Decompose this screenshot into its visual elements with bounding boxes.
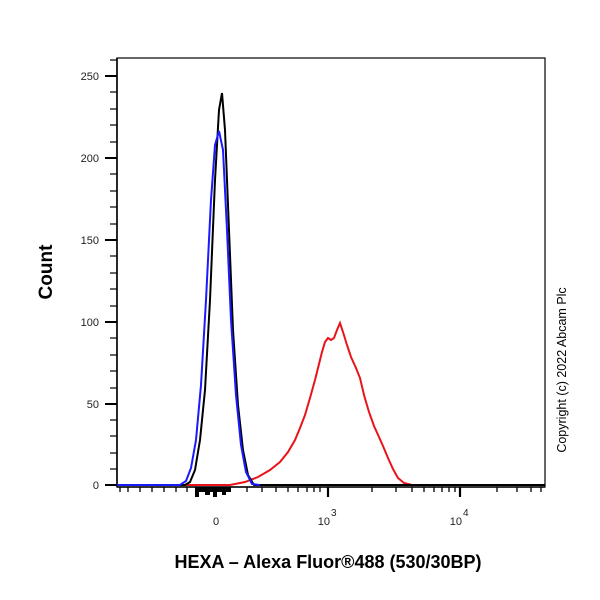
- y-axis: [105, 58, 118, 487]
- svg-text:10: 10: [318, 516, 330, 528]
- copyright-notice: Copyright (c) 2022 Abcam Plc: [555, 287, 569, 452]
- y-tick-labels: 250 200 150 100 50 0: [81, 71, 99, 492]
- y-tick-150: 150: [81, 235, 99, 247]
- svg-text:10: 10: [450, 516, 462, 528]
- y-tick-100: 100: [81, 317, 99, 329]
- plot-frame: [116, 57, 546, 488]
- x-axis: [117, 486, 545, 497]
- series-blue-isotype: [117, 130, 261, 486]
- series-black-control: [117, 92, 545, 486]
- x-tick-1e3: 10 3: [318, 508, 337, 528]
- x-tick-labels: 0 10 3 10 4: [213, 508, 469, 528]
- series-red-hexa: [117, 320, 545, 486]
- y-tick-250: 250: [81, 71, 99, 83]
- svg-text:4: 4: [463, 508, 469, 519]
- x-axis-label: HEXA – Alexa Fluor®488 (530/30BP): [174, 552, 481, 572]
- x-tick-1e4: 10 4: [450, 508, 469, 528]
- svg-text:3: 3: [331, 508, 337, 519]
- y-tick-50: 50: [87, 399, 99, 411]
- y-tick-200: 200: [81, 153, 99, 165]
- x-tick-0: 0: [213, 516, 219, 528]
- y-tick-0: 0: [93, 480, 99, 492]
- y-axis-label: Count: [36, 244, 57, 300]
